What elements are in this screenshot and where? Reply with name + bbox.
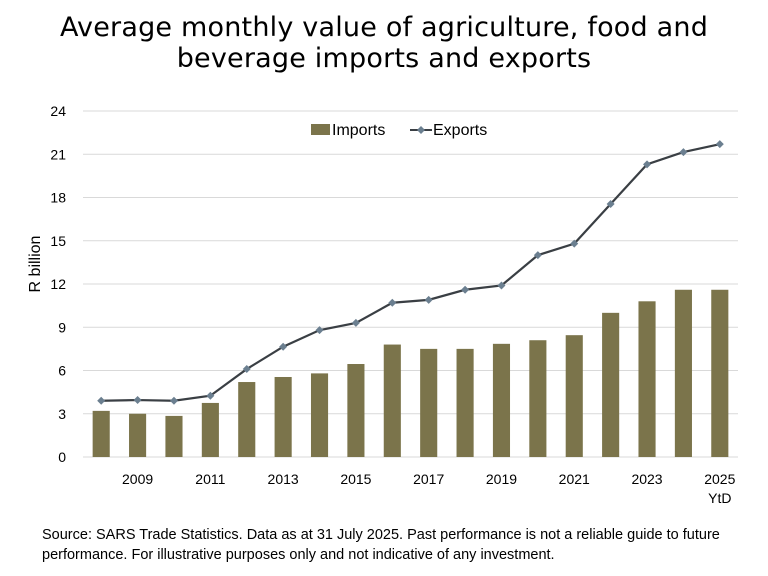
x-tick-label: 2023: [631, 471, 662, 487]
legend-imports-label: Imports: [332, 122, 385, 139]
exports-marker-2011: [206, 391, 215, 400]
x-tick-labels: 2009 2011 2013 2015 2017 2019 2021 2023 2025 YtD: [122, 471, 736, 506]
imports-bar-2009: [129, 413, 147, 457]
y-tick-label: 9: [58, 319, 66, 335]
gridlines: [83, 110, 738, 458]
x-tick-label: 2025: [704, 471, 735, 487]
imports-bar-2024: [674, 289, 692, 457]
exports-marker-2012: [242, 365, 251, 374]
y-tick-label: 15: [50, 233, 66, 249]
exports-marker-2009: [133, 396, 142, 405]
chart-title-line-2: beverage imports and exports: [176, 43, 592, 74]
x-tick-label: 2013: [268, 471, 299, 487]
imports-bar-2014: [310, 373, 329, 457]
y-tick-label: 3: [58, 406, 66, 422]
imports-bar-2019: [492, 343, 511, 457]
exports-marker-2015: [351, 318, 360, 327]
imports-bar-2016: [383, 344, 401, 457]
exports-line: [97, 140, 724, 405]
x-tick-label: 2015: [340, 471, 371, 487]
imports-bars: [92, 289, 729, 457]
imports-bar-2020: [529, 340, 547, 457]
exports-marker-2010: [169, 396, 178, 405]
exports-marker-2017: [424, 295, 433, 304]
x-tick-label: 2019: [486, 471, 517, 487]
exports-marker-2016: [388, 298, 397, 307]
imports-bar-2018: [456, 348, 474, 457]
y-tick-label: 18: [50, 190, 66, 206]
imports-bar-2022: [602, 312, 620, 457]
legend-exports-label: Exports: [433, 122, 487, 139]
x-tick-label: 2021: [559, 471, 590, 487]
source-note: Source: SARS Trade Statistics. Data as a…: [42, 527, 720, 563]
chart-title: Average monthly value of agriculture, fo…: [0, 12, 768, 74]
exports-marker-2024: [679, 148, 688, 157]
imports-bar-2011: [201, 402, 219, 457]
exports-marker-2025: [715, 140, 724, 149]
exports-marker-2019: [497, 281, 506, 290]
x-tick-sublabel: YtD: [708, 490, 731, 506]
imports-bar-2017: [420, 348, 438, 457]
imports-bar-2010: [165, 415, 183, 457]
imports-bar-2012: [238, 382, 256, 457]
imports-bar-2025: [711, 289, 729, 457]
exports-marker-2014: [315, 326, 324, 335]
imports-bar-2008: [92, 410, 110, 457]
exports-marker-2020: [533, 251, 542, 260]
y-tick-labels: 0 3 6 9 12 15 18 21 24: [50, 103, 66, 465]
exports-marker-2023: [643, 160, 652, 169]
imports-bar-2021: [565, 335, 583, 457]
legend-imports-swatch: [311, 124, 330, 135]
exports-marker-2021: [570, 239, 579, 248]
imports-bar-2015: [347, 364, 365, 457]
y-tick-label: 12: [50, 276, 66, 292]
x-tick-label: 2011: [195, 471, 225, 487]
y-tick-label: 24: [50, 103, 66, 119]
y-tick-label: 6: [58, 363, 66, 379]
y-axis-label: R billion: [27, 236, 44, 293]
exports-marker-2008: [97, 396, 106, 405]
imports-bar-2023: [638, 301, 656, 457]
chart-title-line-1: Average monthly value of agriculture, fo…: [59, 12, 709, 43]
legend: Imports Exports: [311, 122, 487, 139]
exports-marker-2018: [461, 285, 470, 294]
legend-exports-marker: [417, 126, 425, 134]
x-tick-label: 2009: [122, 471, 153, 487]
x-tick-label: 2017: [413, 471, 444, 487]
exports-marker-2022: [606, 199, 615, 208]
y-tick-label: 21: [50, 146, 66, 162]
exports-series-line: [101, 143, 721, 402]
imports-bar-2013: [274, 376, 292, 457]
exports-marker-2013: [279, 342, 288, 351]
y-tick-label: 0: [58, 449, 66, 465]
